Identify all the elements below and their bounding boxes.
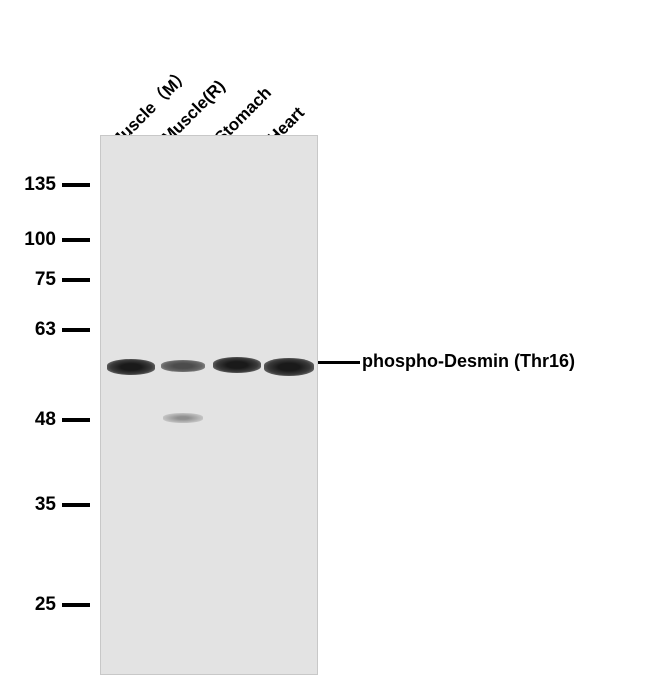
mw-value: 63	[8, 319, 56, 341]
mw-tick	[62, 238, 90, 242]
band-lane2	[161, 360, 205, 372]
annotation-line	[318, 361, 360, 364]
mw-marker: 35	[8, 494, 100, 516]
mw-tick	[62, 183, 90, 187]
mw-value: 35	[8, 494, 56, 516]
mw-tick	[62, 278, 90, 282]
mw-tick	[62, 503, 90, 507]
mw-marker: 75	[8, 269, 100, 291]
mw-value: 135	[8, 174, 56, 196]
blot-membrane	[100, 135, 318, 675]
mw-marker: 135	[8, 174, 100, 196]
mw-value: 100	[8, 229, 56, 251]
mw-tick	[62, 418, 90, 422]
mw-marker: 100	[8, 229, 100, 251]
mw-tick	[62, 603, 90, 607]
mw-value: 48	[8, 409, 56, 431]
mw-marker: 48	[8, 409, 100, 431]
annotation-text: phospho-Desmin (Thr16)	[362, 351, 575, 372]
band-lane4	[264, 358, 314, 376]
mw-value: 25	[8, 594, 56, 616]
band-lane2-faint	[163, 413, 203, 423]
band-lane1	[107, 359, 155, 375]
mw-tick	[62, 328, 90, 332]
mw-marker: 63	[8, 319, 100, 341]
mw-marker: 25	[8, 594, 100, 616]
band-lane3	[213, 357, 261, 373]
mw-value: 75	[8, 269, 56, 291]
blot-figure: Muscle（M） Muscle(R) Stomach Heart 135 10…	[0, 0, 650, 695]
